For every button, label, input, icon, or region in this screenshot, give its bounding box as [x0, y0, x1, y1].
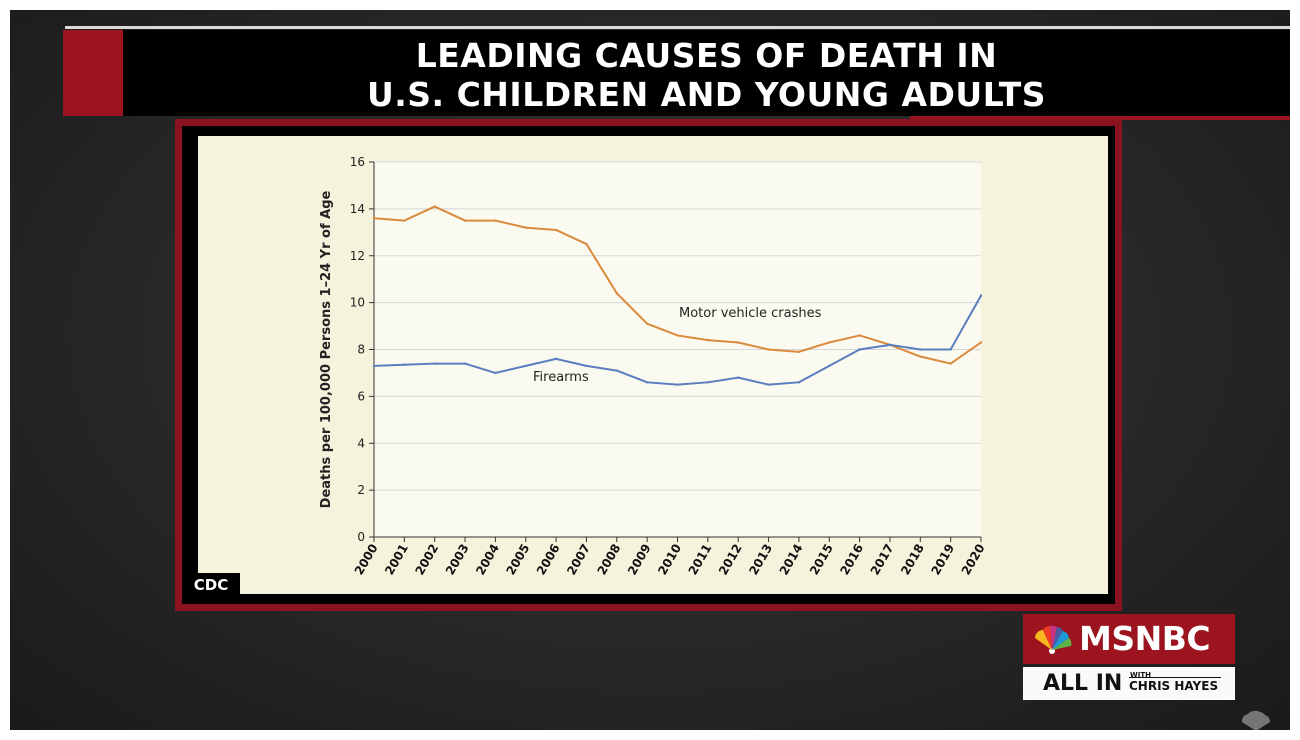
data-point: [737, 376, 740, 379]
data-point: [706, 381, 710, 384]
x-tick-label: 2005: [504, 542, 533, 578]
x-tick-label: 2012: [716, 542, 745, 578]
data-point: [585, 364, 588, 368]
top-rule: [65, 26, 1290, 29]
data-point: [433, 362, 436, 365]
data-point: [494, 371, 497, 375]
data-point: [645, 381, 649, 384]
x-tick-label: 2019: [928, 542, 957, 578]
chart-panel: 0 2 4 6 8 10 12 14 16 2000 2001 2002 2003 2004 2005 200…: [175, 119, 1122, 611]
data-point: [767, 383, 770, 386]
x-tick-label: 2003: [443, 542, 472, 578]
data-point: [494, 219, 497, 222]
x-tick-label: 2015: [807, 542, 836, 578]
x-tick-label: 2013: [746, 542, 775, 578]
x-tick-label: 2009: [625, 542, 654, 578]
data-point: [797, 350, 801, 354]
x-tick-label: 2018: [898, 542, 927, 578]
y-tick-label: 2: [357, 483, 365, 497]
y-tick-label: 16: [350, 155, 365, 169]
show-name: ALL IN: [1043, 671, 1123, 696]
data-point: [979, 294, 983, 297]
data-point: [888, 343, 892, 347]
data-point: [372, 364, 376, 368]
data-point: [767, 348, 770, 351]
x-tick-label: 2010: [655, 542, 684, 578]
data-point: [858, 348, 861, 351]
y-tick-label: 6: [357, 389, 365, 403]
source-tag: CDC: [182, 573, 240, 598]
data-point: [676, 383, 679, 386]
host-rule: [1129, 677, 1221, 678]
data-point: [858, 334, 861, 337]
data-point: [737, 341, 740, 344]
data-point: [463, 219, 467, 222]
x-tick-label: 2014: [777, 542, 806, 578]
data-point: [828, 364, 831, 368]
network-name: MSNBC: [1079, 619, 1211, 658]
data-point: [919, 348, 922, 351]
title-banner: LEADING CAUSES OF DEATH IN U.S. CHILDREN…: [63, 30, 1290, 116]
host-name: CHRIS HAYES: [1129, 679, 1219, 693]
data-point: [797, 381, 801, 384]
data-point: [828, 341, 831, 344]
data-point: [524, 364, 527, 368]
data-point: [585, 242, 588, 246]
msnbc-bar: MSNBC: [1023, 614, 1235, 664]
x-tick-label: 2002: [412, 542, 441, 578]
title-line-2: U.S. CHILDREN AND YOUNG ADULTS: [366, 75, 1047, 114]
data-point: [554, 357, 558, 361]
y-tick-label: 4: [357, 436, 365, 450]
data-point: [615, 369, 618, 372]
data-point: [524, 226, 527, 229]
x-tick-label: 2020: [959, 542, 988, 578]
x-tick-label: 2000: [352, 542, 381, 578]
x-tick-label: 2007: [564, 542, 593, 578]
data-point: [979, 341, 983, 344]
data-point: [372, 217, 376, 220]
show-with: WITH: [1130, 671, 1151, 679]
y-axis-label: Deaths per 100,000 Persons 1–24 Yr of Ag…: [319, 190, 334, 508]
y-tick-label: 12: [350, 249, 365, 263]
x-tick-label: 2016: [837, 542, 866, 578]
data-point: [645, 322, 649, 325]
page-title: LEADING CAUSES OF DEATH IN U.S. CHILDREN…: [123, 36, 1290, 114]
x-tick-label: 2001: [382, 542, 411, 578]
chart-area: 0 2 4 6 8 10 12 14 16 2000 2001 2002 2003 2004 2005 200…: [198, 136, 1108, 594]
y-tick-label: 8: [357, 343, 365, 357]
series-label-firearms: Firearms: [533, 370, 589, 385]
data-point: [919, 355, 922, 358]
data-point: [706, 338, 710, 342]
y-tick-label: 10: [350, 296, 365, 310]
y-tick-label: 0: [357, 530, 365, 544]
banner-underline: [910, 116, 1290, 120]
data-point: [949, 362, 952, 365]
y-tick-label: 14: [350, 202, 365, 216]
x-tick-label: 2004: [473, 542, 502, 578]
x-tick-label: 2011: [686, 542, 715, 578]
banner-red-block: [63, 30, 123, 116]
data-point: [554, 228, 558, 232]
show-bar: ALL IN WITH CHRIS HAYES: [1023, 667, 1235, 700]
x-tick-label: 2008: [595, 542, 624, 578]
data-point: [615, 292, 618, 295]
peacock-icon: [1035, 625, 1072, 654]
title-line-1: LEADING CAUSES OF DEATH IN: [415, 36, 998, 75]
x-tick-label: 2006: [534, 542, 563, 578]
data-point: [949, 348, 952, 351]
data-point: [403, 363, 406, 366]
data-point: [433, 205, 436, 208]
corner-peacock-icon: [1241, 710, 1271, 730]
broadcast-frame: LEADING CAUSES OF DEATH IN U.S. CHILDREN…: [10, 10, 1290, 730]
data-point: [463, 362, 467, 365]
network-logo: MSNBC ALL IN WITH CHRIS HAYES: [1023, 614, 1235, 700]
data-point: [676, 334, 679, 337]
series-label-motor-vehicle: Motor vehicle crashes: [679, 306, 822, 321]
chart-panel-inner: 0 2 4 6 8 10 12 14 16 2000 2001 2002 2003 2004 2005 200…: [182, 126, 1115, 604]
data-point: [403, 219, 406, 222]
x-tick-label: 2017: [868, 542, 897, 578]
